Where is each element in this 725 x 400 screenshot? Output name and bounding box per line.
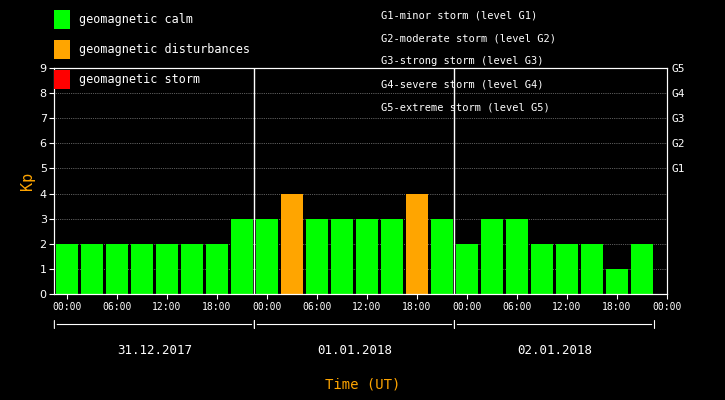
Bar [331,219,353,294]
Bar [606,269,628,294]
Text: G3-strong storm (level G3): G3-strong storm (level G3) [381,56,543,66]
Text: G1-minor storm (level G1): G1-minor storm (level G1) [381,10,537,20]
Bar [231,219,253,294]
Bar [256,219,278,294]
Bar [56,244,78,294]
Text: Time (UT): Time (UT) [325,378,400,392]
Bar [106,244,128,294]
Text: G4-severe storm (level G4): G4-severe storm (level G4) [381,80,543,90]
Bar [481,219,503,294]
Bar [431,219,453,294]
Bar [531,244,553,294]
Bar [506,219,528,294]
Bar [181,244,203,294]
Bar [631,244,653,294]
Text: geomagnetic calm: geomagnetic calm [79,13,193,26]
Bar [131,244,153,294]
Bar [556,244,578,294]
Bar [456,244,478,294]
Text: G5-extreme storm (level G5): G5-extreme storm (level G5) [381,103,550,113]
Bar [381,219,403,294]
Text: 01.01.2018: 01.01.2018 [317,344,392,357]
Bar [356,219,378,294]
Text: G2-moderate storm (level G2): G2-moderate storm (level G2) [381,33,555,43]
Bar [406,194,428,294]
Bar [206,244,228,294]
Bar [581,244,603,294]
Bar [306,219,328,294]
Text: 02.01.2018: 02.01.2018 [517,344,592,357]
Text: 31.12.2017: 31.12.2017 [117,344,192,357]
Bar [156,244,178,294]
Text: geomagnetic storm: geomagnetic storm [79,73,200,86]
Bar [81,244,103,294]
Bar [281,194,303,294]
Y-axis label: Kp: Kp [20,172,36,190]
Text: geomagnetic disturbances: geomagnetic disturbances [79,43,250,56]
